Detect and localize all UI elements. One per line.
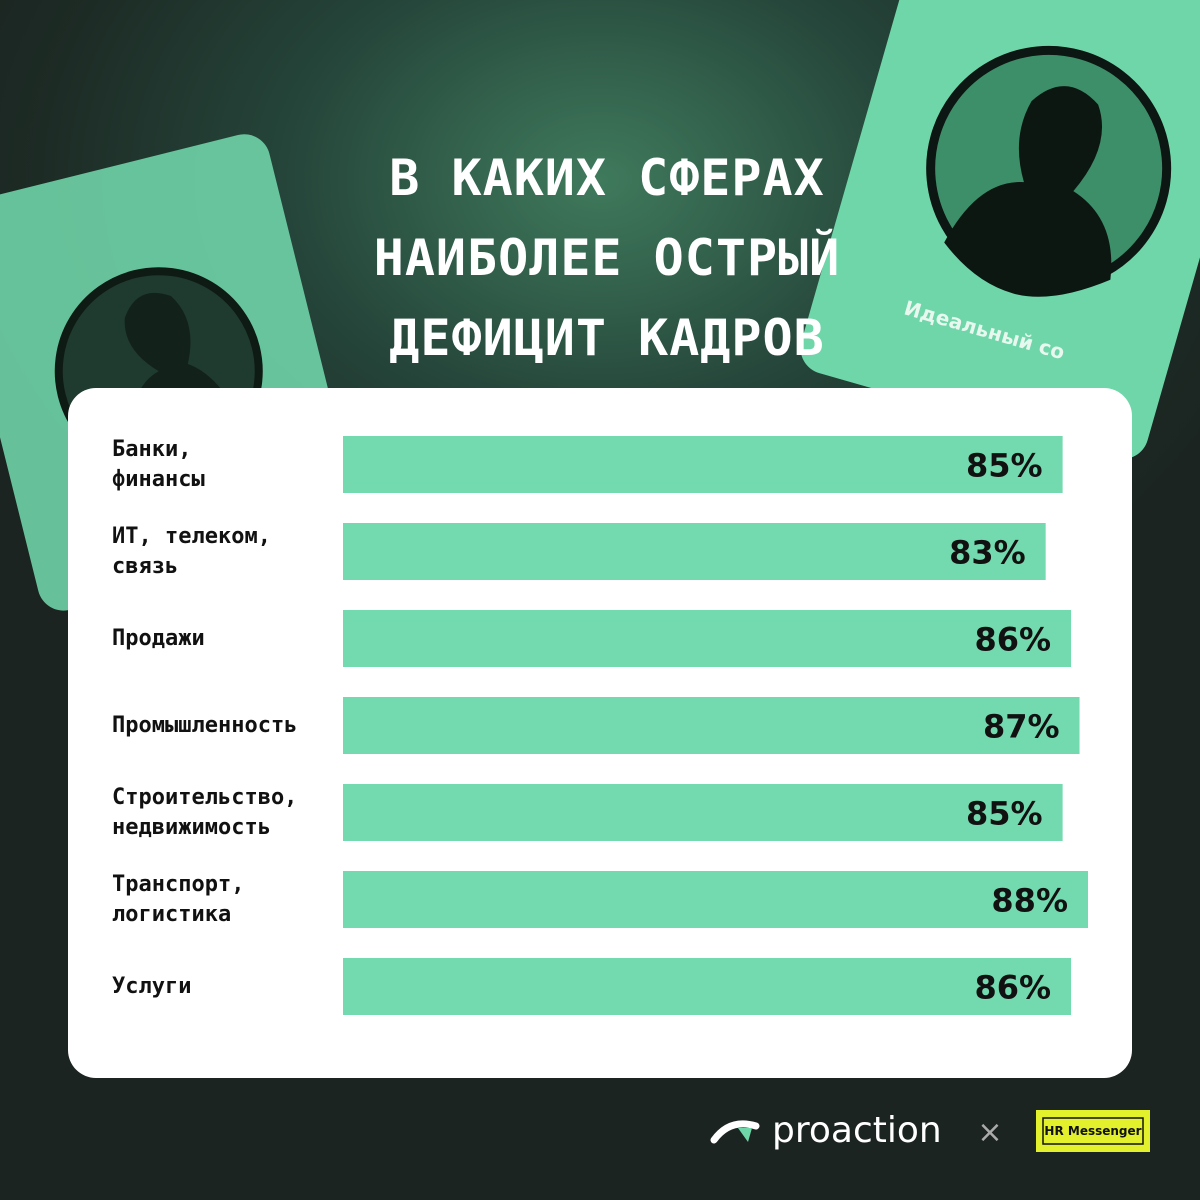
partner: HR Messenger [1044, 1124, 1141, 1138]
bar [343, 436, 1063, 493]
bar [343, 958, 1072, 1015]
category-label: Услуги [112, 973, 192, 999]
bar [343, 610, 1072, 667]
category-label: Банки, финансы [112, 436, 205, 492]
logo-accent [738, 1128, 752, 1142]
card-right: Идеальный со [800, 0, 1200, 460]
bar [343, 784, 1063, 841]
value-label: 86% [974, 969, 1051, 1007]
category-label: Строительство, недвижимость [112, 784, 298, 840]
brand: proaction [772, 1110, 942, 1151]
value-label: 85% [966, 795, 1043, 833]
chart-title: В КАКИХ СФЕРАХ НАИБОЛЕЕ ОСТРЫЙ ДЕФИЦИТ К… [373, 149, 841, 367]
bar [343, 871, 1088, 928]
value-label: 85% [966, 447, 1043, 485]
value-label: 83% [949, 534, 1026, 572]
separator: × [977, 1115, 1002, 1150]
category-label: ИТ, телеком, связь [112, 523, 271, 579]
bar [343, 523, 1046, 580]
bar [343, 697, 1080, 754]
value-label: 88% [991, 882, 1068, 920]
category-label: Продажи [112, 625, 205, 651]
logo-icon [710, 1120, 760, 1144]
partner-badge [1036, 1110, 1150, 1152]
category-label: Транспорт, логистика [112, 871, 245, 927]
value-label: 87% [983, 708, 1060, 746]
value-label: 86% [974, 621, 1051, 659]
category-label: Промышленность [112, 712, 298, 738]
